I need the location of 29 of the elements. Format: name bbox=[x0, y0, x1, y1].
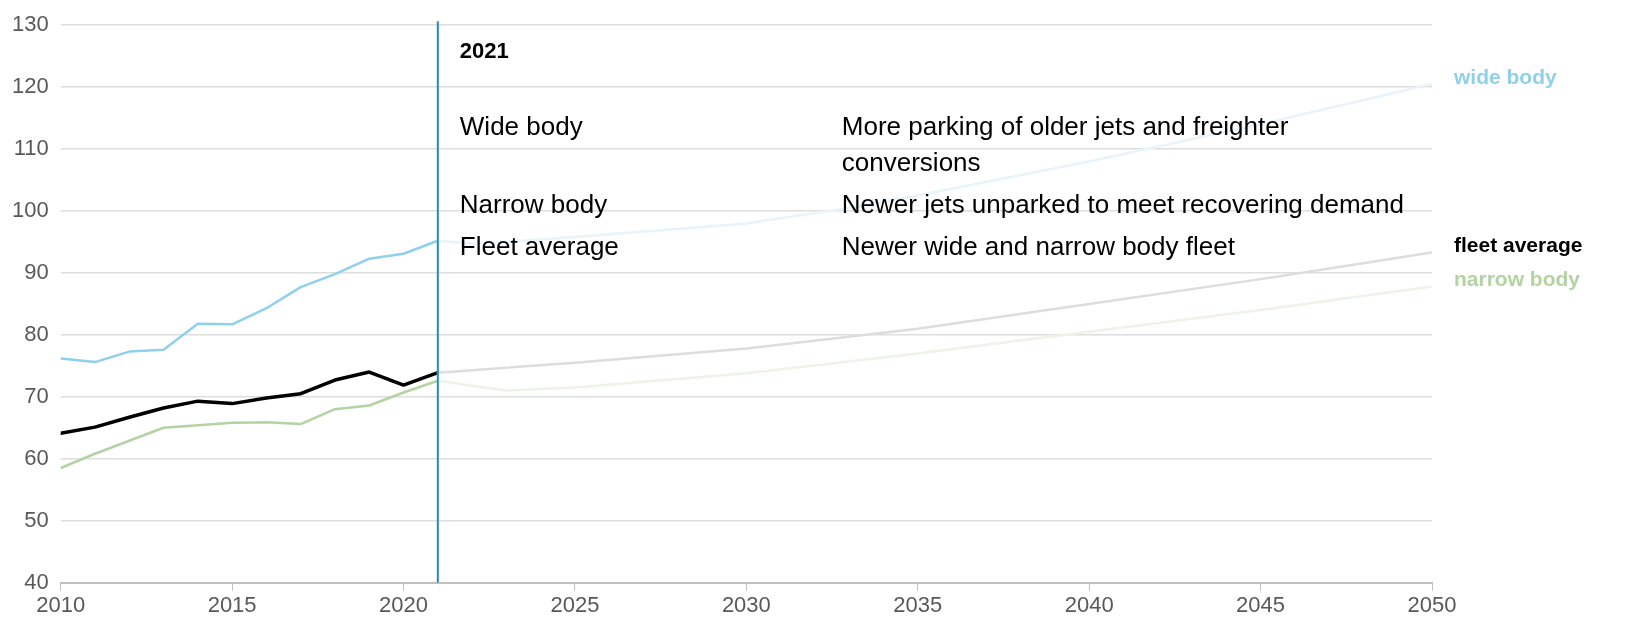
x-tick-label: 2045 bbox=[1236, 591, 1286, 617]
annotation: Newer wide and narrow body fleet bbox=[841, 231, 1236, 262]
y-tick-label: 60 bbox=[24, 444, 49, 470]
annotation: Fleet average bbox=[459, 231, 619, 262]
annotation: More parking of older jets and freighter conversions bbox=[841, 111, 1289, 178]
y-tick-label: 50 bbox=[24, 506, 49, 532]
text: fleet average bbox=[1454, 233, 1583, 257]
ref-line-label: 2021 bbox=[459, 38, 509, 64]
annotation: Newer jets unparked to meet recovering demand bbox=[841, 189, 1404, 220]
y-tick-label: 80 bbox=[24, 320, 49, 346]
x-tick-label: 2050 bbox=[1407, 591, 1457, 617]
x-tick-label: 2035 bbox=[893, 591, 943, 617]
text: wide body bbox=[1453, 64, 1557, 88]
y-tick-label: 40 bbox=[24, 568, 49, 594]
x-tick-label: 2015 bbox=[207, 591, 257, 617]
x-tick-label: 2030 bbox=[721, 591, 771, 617]
y-tick-label: 130 bbox=[11, 11, 49, 37]
y-tick-label: 70 bbox=[24, 382, 49, 408]
text: narrow body bbox=[1454, 267, 1581, 291]
y-tick-label: 110 bbox=[13, 135, 49, 161]
x-tick-label: 2040 bbox=[1064, 591, 1114, 617]
x-tick-label: 2010 bbox=[36, 591, 86, 617]
annotation: Narrow body bbox=[459, 189, 608, 220]
x-tick-label: 2025 bbox=[550, 591, 600, 617]
annotation: Wide body bbox=[459, 111, 583, 142]
y-tick-label: 90 bbox=[24, 259, 49, 284]
x-tick-label: 2020 bbox=[379, 591, 429, 617]
y-tick-label: 100 bbox=[11, 197, 49, 223]
y-tick-label: 120 bbox=[11, 73, 49, 99]
